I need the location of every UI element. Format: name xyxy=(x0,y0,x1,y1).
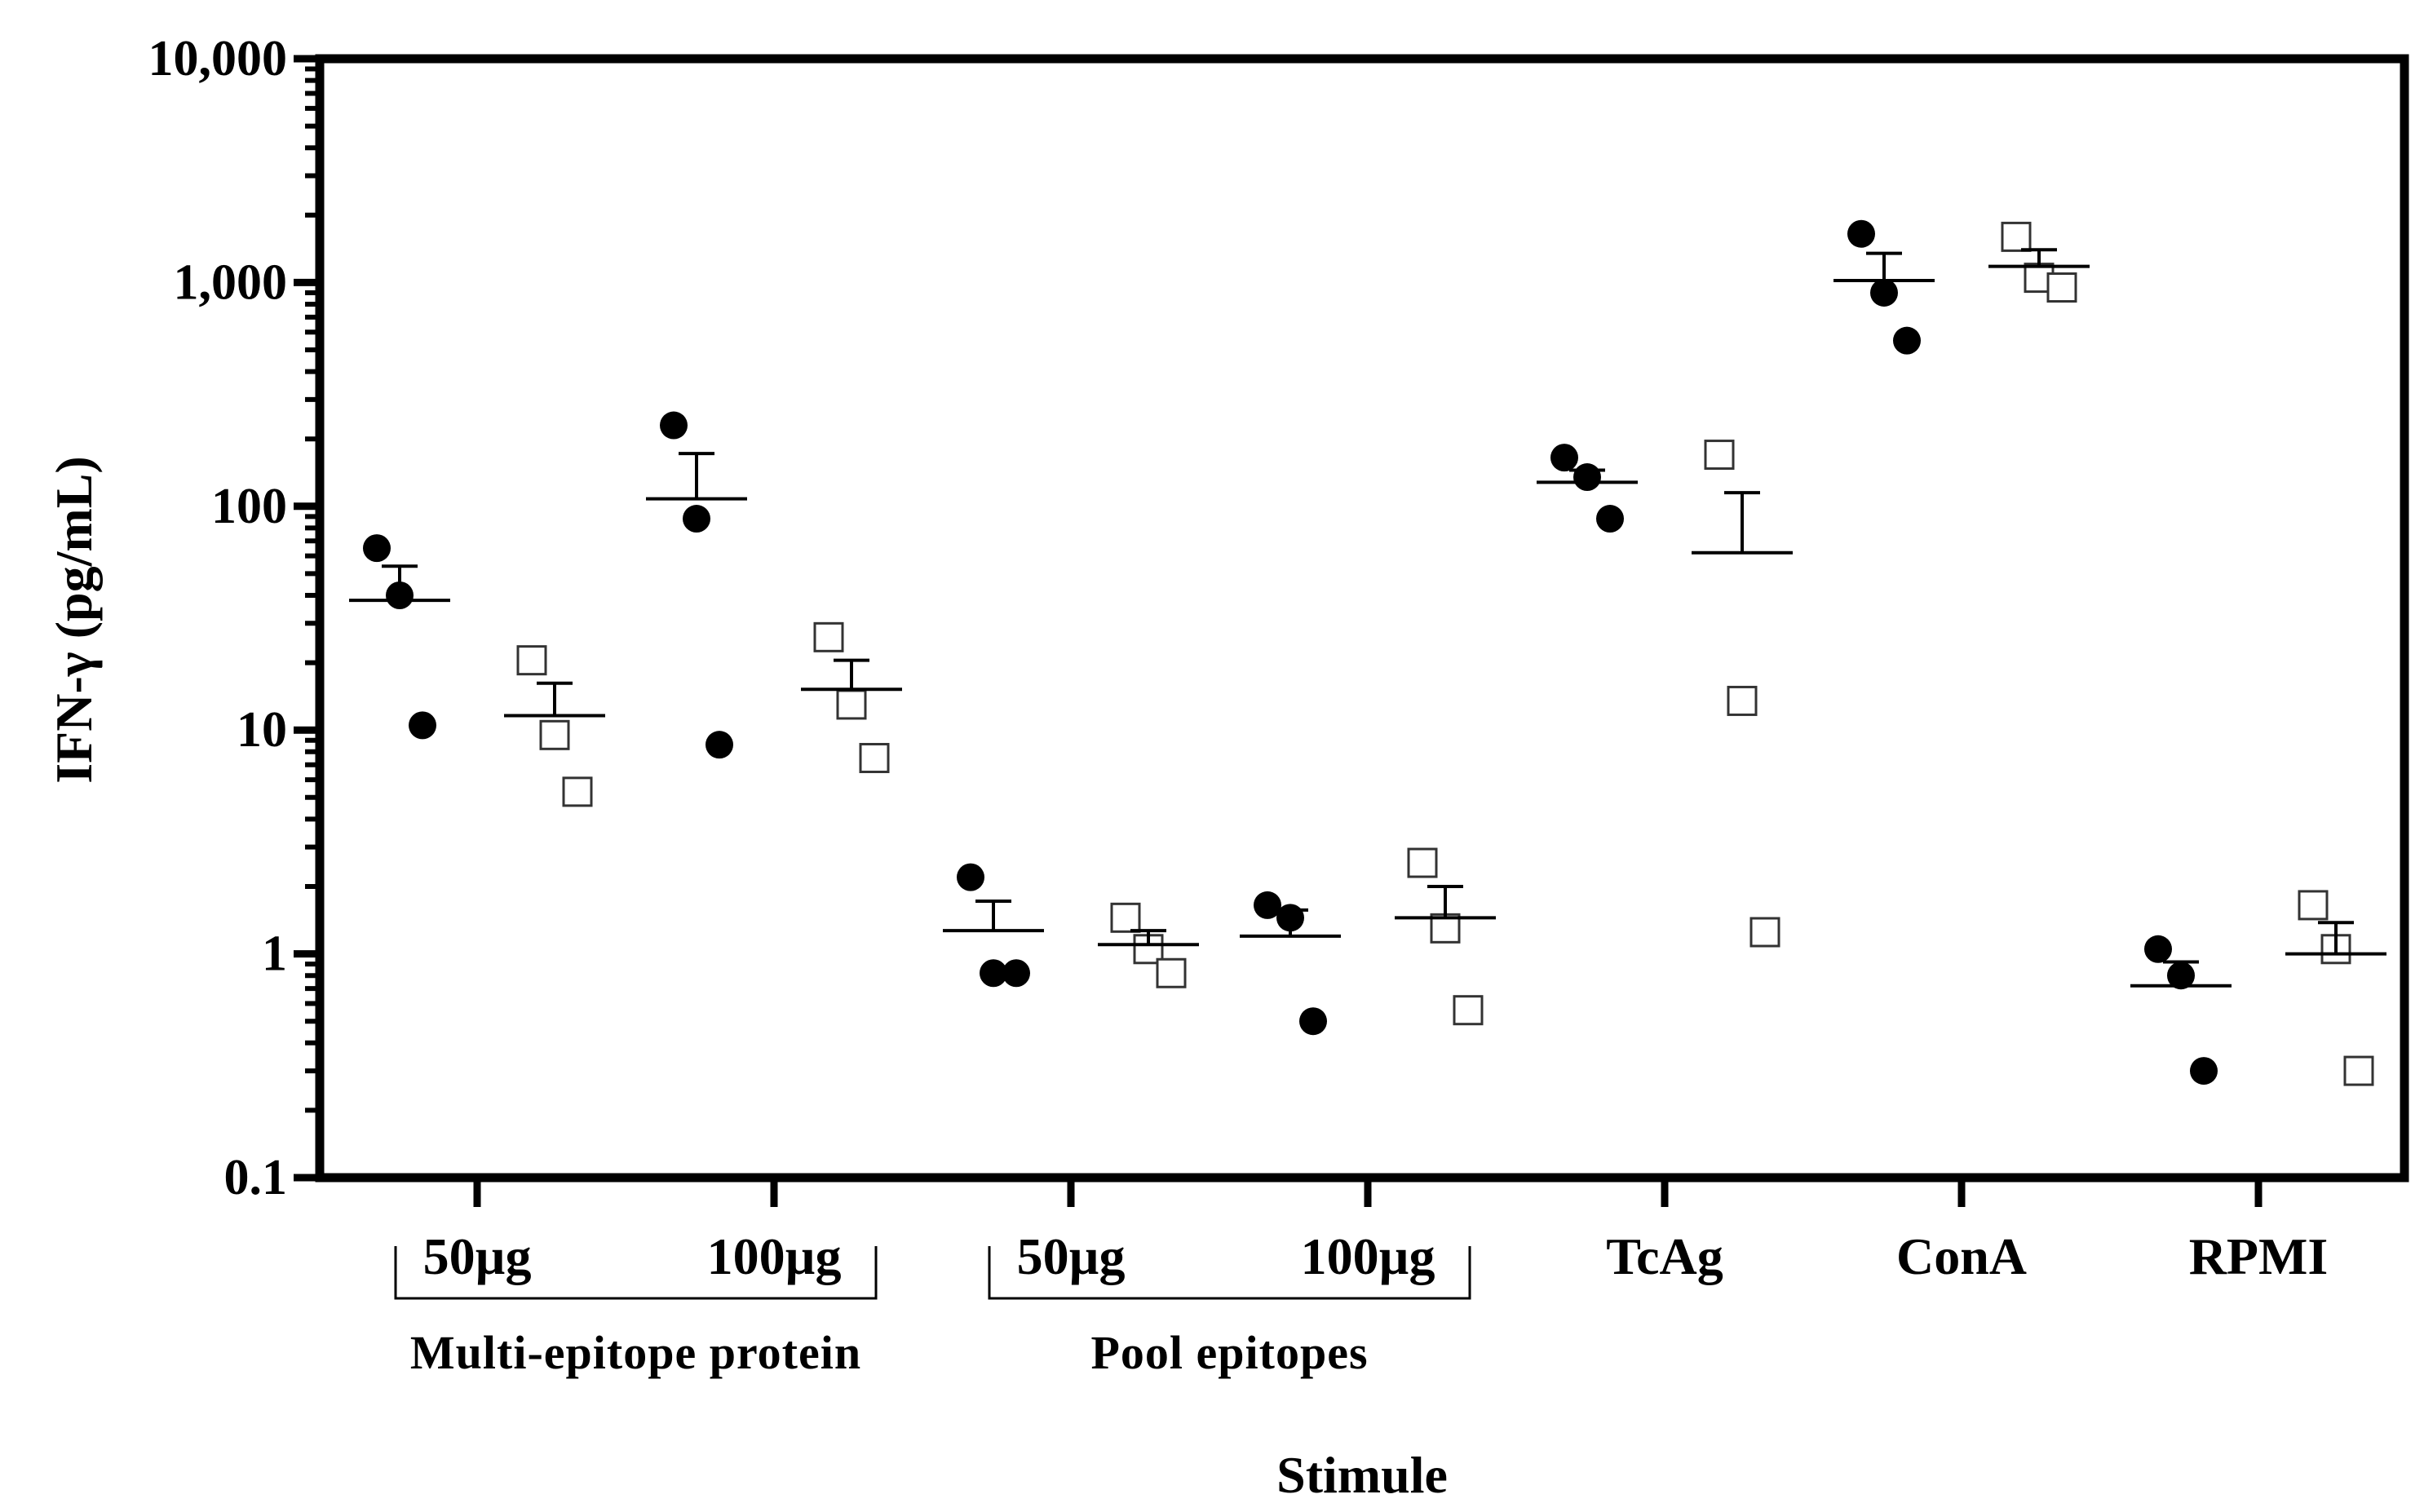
data-point xyxy=(539,719,570,750)
data-point xyxy=(1407,847,1438,878)
data-point xyxy=(1749,917,1780,948)
data-marks xyxy=(349,219,2386,1086)
data-point xyxy=(1893,326,1921,355)
data-point xyxy=(957,863,984,891)
data-point xyxy=(363,534,391,563)
x-tick-label: ConA xyxy=(1896,1227,2027,1285)
data-point xyxy=(2343,1055,2374,1086)
data-point xyxy=(660,411,688,440)
y-tick-label: 1,000 xyxy=(174,254,288,310)
data-point xyxy=(1727,685,1758,716)
group-label: Multi-epitope protein xyxy=(410,1326,861,1379)
series-open-square xyxy=(504,221,2386,1086)
data-point xyxy=(1254,891,1281,919)
data-point xyxy=(1299,1007,1327,1036)
x-tick-label: 100µg xyxy=(707,1227,842,1285)
plot-border xyxy=(315,54,2409,1183)
x-tick-label: TcAg xyxy=(1606,1227,1723,1285)
data-point xyxy=(859,742,890,773)
data-point xyxy=(2001,221,2032,252)
group-bracket xyxy=(988,1246,1471,1300)
data-point xyxy=(1596,505,1624,533)
data-point xyxy=(813,621,844,652)
y-tick-label: 10 xyxy=(237,702,287,758)
x-axis: 50µg 100µg 50µg 100µg TcAg ConA RPMI xyxy=(423,1178,2329,1285)
data-point xyxy=(1870,278,1898,307)
data-point xyxy=(1847,219,1875,248)
data-point xyxy=(1002,959,1030,988)
data-point xyxy=(516,645,547,676)
x-tick-label: 50µg xyxy=(1017,1227,1126,1285)
data-point xyxy=(409,711,436,740)
data-point xyxy=(836,689,867,720)
data-point xyxy=(1550,444,1578,472)
group-bracket xyxy=(394,1246,878,1300)
y-axis-title: IFN-γ (pg/mL) xyxy=(45,456,103,783)
data-point xyxy=(2298,890,2329,921)
data-point xyxy=(2190,1057,2218,1085)
y-tick-label: 0.1 xyxy=(224,1150,288,1205)
y-axis: 0.1 1 10 100 1,000 10,000 xyxy=(148,31,320,1205)
data-point xyxy=(683,505,710,533)
y-tick-label: 1 xyxy=(262,926,287,982)
group-label: Pool epitopes xyxy=(1090,1326,1368,1379)
x-tick-label: 50µg xyxy=(423,1227,532,1285)
data-point xyxy=(1110,902,1141,933)
data-point xyxy=(1156,957,1187,988)
y-tick-label: 100 xyxy=(211,479,287,534)
data-point xyxy=(1704,440,1735,471)
plot-frame xyxy=(315,54,2409,1183)
x-tick-label: RPMI xyxy=(2189,1227,2329,1285)
series-filled-circle xyxy=(349,219,2232,1085)
data-point xyxy=(980,959,1007,988)
data-point xyxy=(562,776,593,807)
x-axis-title: Stimule xyxy=(1276,1446,1448,1504)
data-point xyxy=(2144,935,2172,963)
category-groups: Multi-epitope protein Pool epitopes xyxy=(394,1246,1471,1379)
data-point xyxy=(1453,995,1484,1026)
x-tick-label: 100µg xyxy=(1301,1227,1435,1285)
data-point xyxy=(2046,272,2077,303)
data-point xyxy=(706,731,733,759)
y-tick-label: 10,000 xyxy=(148,31,288,86)
